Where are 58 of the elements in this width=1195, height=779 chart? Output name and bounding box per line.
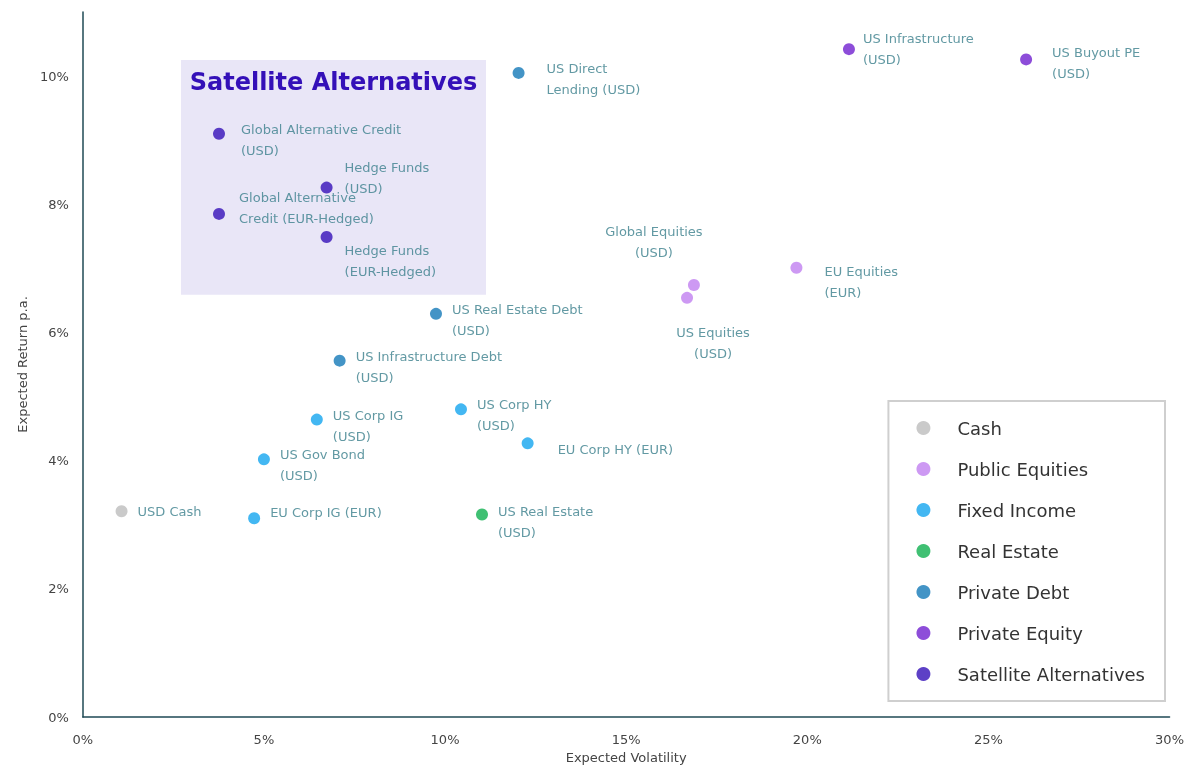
point	[681, 291, 694, 304]
x-tick-label: 0%	[72, 732, 94, 747]
legend-label: Public Equities	[957, 458, 1089, 480]
legend-label: Cash	[957, 417, 1002, 439]
annotation: Satellite Alternatives	[189, 68, 478, 97]
y-tick-label: 8%	[48, 196, 69, 212]
x-tick-label: 20%	[792, 732, 822, 747]
x-tick-label: 10%	[430, 732, 460, 747]
x-tick-label: 5%	[253, 732, 275, 747]
data-label: EU Equities (EUR)	[824, 263, 899, 300]
data-label: EU Corp HY (EUR)	[557, 441, 674, 457]
point	[248, 512, 261, 525]
data-label: US Direct Lending (USD)	[546, 60, 641, 97]
y-tick-label: 4%	[48, 453, 69, 469]
legend-label: Fixed Income	[957, 499, 1077, 521]
data-label: USD Cash	[137, 503, 202, 519]
x-tick-label: 30%	[1155, 732, 1185, 747]
legend-label: Private Debt	[957, 581, 1070, 603]
point	[310, 413, 323, 426]
point	[455, 403, 467, 416]
data-label: US Infrastructure Debt (USD)	[355, 348, 502, 385]
y-axis-title: Expected Return p.a.	[15, 296, 30, 433]
point	[430, 307, 442, 320]
data-label: Global Alternative Credit (USD)	[241, 121, 402, 158]
point	[1020, 53, 1033, 66]
data-label: US Real Estate (USD)	[498, 504, 594, 541]
data-label: US Equities (USD)	[676, 324, 751, 361]
point	[257, 453, 270, 466]
point	[842, 43, 855, 56]
legend-label: Private Equity	[957, 622, 1084, 644]
legend-label: Real Estate	[957, 540, 1059, 562]
data-label: US Infrastructure (USD)	[862, 31, 974, 68]
x-axis-title: Expected Volatility	[565, 750, 687, 765]
point	[476, 508, 488, 521]
point	[213, 127, 225, 140]
data-label: US Real Estate Debt (USD)	[451, 301, 583, 338]
point	[521, 437, 534, 450]
legend-label: Satellite Alternatives	[957, 663, 1145, 685]
x-tick-label: 15%	[611, 732, 641, 747]
point	[790, 261, 803, 274]
data-label: US Corp IG (USD)	[332, 407, 404, 444]
y-tick-label: 2%	[48, 581, 69, 597]
data-label: Global Equities (USD)	[605, 224, 703, 261]
point	[320, 230, 333, 243]
y-tick-label: 10%	[39, 68, 69, 84]
y-tick-label: 0%	[48, 709, 69, 725]
data-label: Hedge Funds (EUR-Hedged)	[344, 242, 437, 279]
y-tick-label: 6%	[48, 324, 69, 340]
point	[115, 505, 128, 518]
data-label: EU Corp IG (EUR)	[270, 504, 382, 520]
point	[512, 66, 525, 79]
data-label: US Buyout PE (USD)	[1052, 45, 1141, 82]
x-tick-label: 25%	[973, 732, 1003, 747]
data-label: US Gov Bond (USD)	[279, 447, 366, 484]
point	[333, 354, 346, 367]
point	[213, 207, 225, 220]
data-label: US Corp HY (USD)	[476, 397, 552, 434]
point	[687, 279, 700, 292]
